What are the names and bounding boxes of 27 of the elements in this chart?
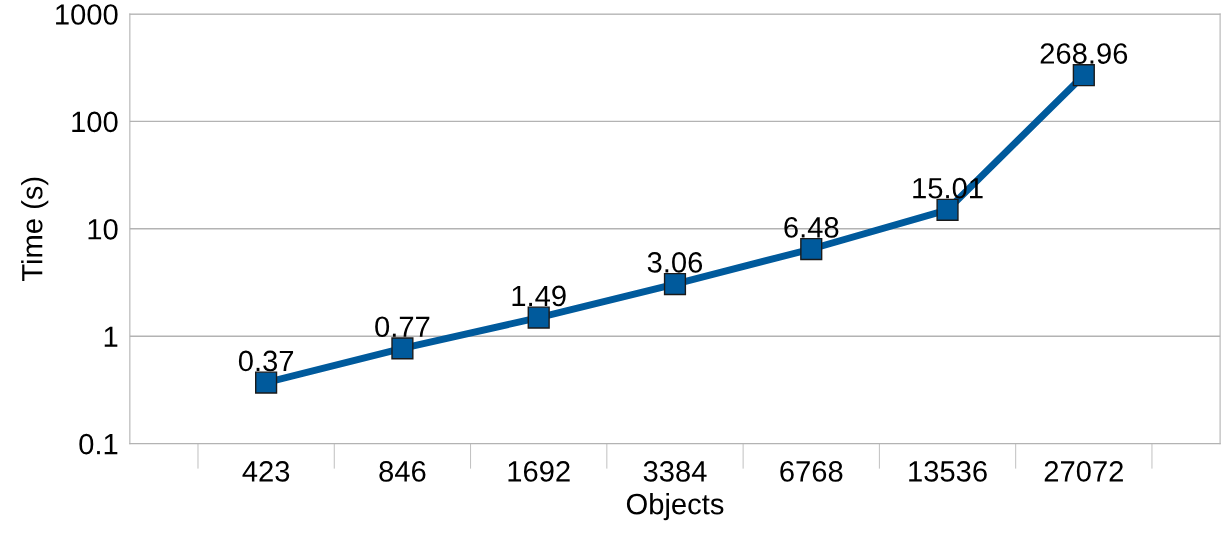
point — [255, 371, 278, 394]
point — [663, 272, 687, 296]
x-tick-label: 6768 — [780, 461, 843, 482]
point — [936, 198, 959, 221]
data-label: 6.48 — [784, 217, 839, 238]
point — [800, 237, 823, 261]
x-tick-label: 846 — [379, 461, 426, 482]
y-tick-label: 1 — [104, 326, 118, 347]
data-label: 3.06 — [647, 252, 703, 273]
x-tick-label: 3384 — [643, 461, 707, 482]
y-tick-label: 10 — [88, 218, 118, 240]
data-label: 0.37 — [238, 350, 294, 372]
data-label: 1.49 — [512, 285, 566, 307]
data-label: 268.96 — [1040, 43, 1128, 64]
x-tick-label: 423 — [242, 461, 290, 482]
y-axis-title: Time (s) — [21, 177, 49, 282]
x-tick-label: 1692 — [508, 461, 570, 482]
y-tick-label: 0.1 — [79, 433, 118, 455]
y-tick-label: 1000 — [56, 4, 118, 25]
point — [527, 306, 550, 329]
y-tick-label: 100 — [72, 111, 118, 133]
x-axis-title: Objects — [626, 493, 724, 521]
point — [391, 337, 414, 360]
x-tick-label: 13536 — [909, 461, 987, 482]
point — [1072, 64, 1095, 87]
x-tick-label: 27072 — [1044, 461, 1123, 482]
data-label: 0.77 — [375, 316, 430, 338]
